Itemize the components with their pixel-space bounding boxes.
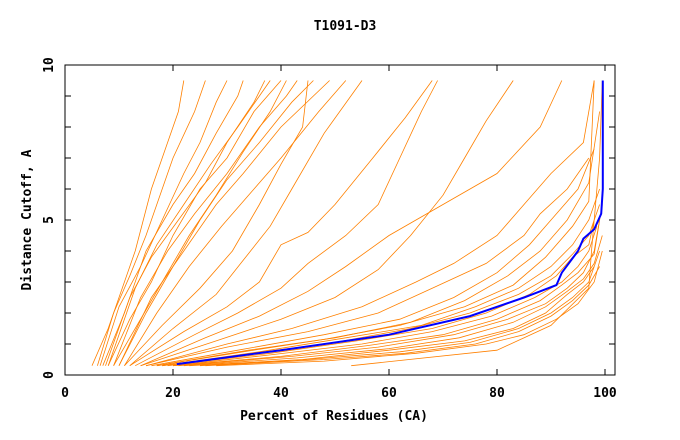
model-series-line-2	[99, 80, 228, 366]
model-series-line-3	[102, 80, 244, 366]
model-series-line-32	[205, 266, 600, 367]
model-series-line-17	[140, 80, 514, 367]
model-series-line-15	[135, 80, 438, 367]
model-series-line-28	[178, 204, 603, 367]
model-series-line-0	[91, 80, 185, 366]
x-axis-label: Percent of Residues (CA)	[240, 409, 428, 424]
x-tick-label: 40	[273, 386, 289, 401]
model-series-line-1	[97, 80, 206, 366]
model-series-line-24	[162, 204, 600, 367]
model-series-line-18	[145, 80, 595, 367]
model-series-line-29	[183, 235, 603, 367]
model-series-line-19	[145, 157, 590, 367]
model-series-line-23	[162, 188, 600, 367]
model-series-line-20	[151, 148, 595, 367]
x-tick-label: 80	[489, 386, 505, 401]
model-series-line-26	[172, 226, 598, 367]
model-series-line-16	[140, 80, 563, 367]
y-tick-label: 10	[42, 57, 57, 73]
model-series-line-7	[113, 80, 298, 366]
x-tick-label: 100	[593, 386, 617, 401]
model-series-line-33	[216, 250, 603, 367]
chart-title: T1091-D3	[314, 19, 377, 34]
model-series-line-30	[189, 266, 595, 367]
y-tick-label: 5	[42, 216, 57, 224]
curves-layer	[91, 80, 604, 367]
model-series-line-5	[107, 80, 271, 366]
y-axis: 0 5 10	[42, 57, 615, 379]
model-series-line-34	[351, 80, 603, 367]
model-series-line-13	[129, 80, 363, 367]
x-tick-label: 20	[165, 386, 181, 401]
y-tick-label: 0	[42, 371, 57, 379]
model-series-line-12	[124, 80, 309, 366]
x-axis: 0 20 40 60 80 100	[61, 65, 617, 401]
highlight-series-line	[176, 80, 604, 366]
y-axis-label: Distance Cutoff, A	[20, 149, 35, 290]
model-series-line-27	[172, 219, 600, 367]
model-series-line-6	[107, 80, 282, 366]
x-tick-label: 0	[61, 386, 69, 401]
model-series-line-4	[105, 80, 266, 366]
x-tick-label: 60	[381, 386, 397, 401]
model-series-line-11	[124, 80, 347, 366]
model-series-line-22	[156, 80, 595, 367]
model-series-line-31	[199, 250, 600, 367]
model-series-line-9	[118, 80, 314, 366]
model-series-line-14	[129, 80, 433, 367]
model-series-line-10	[118, 80, 330, 366]
